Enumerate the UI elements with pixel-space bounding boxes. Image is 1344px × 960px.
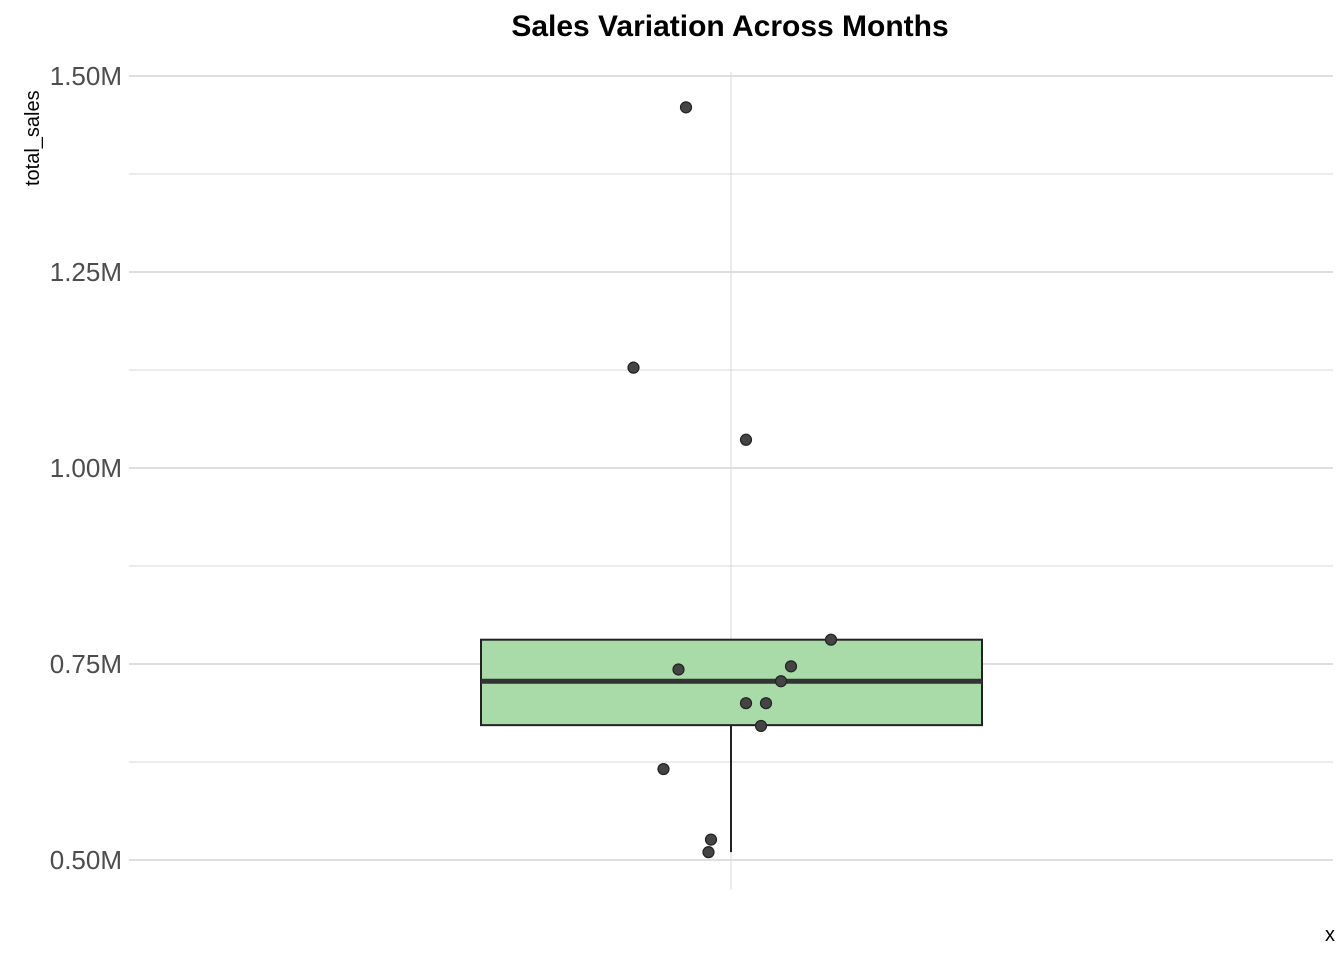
- data-point: [739, 433, 753, 446]
- y-tick-label: 0.75M: [50, 649, 122, 679]
- data-point: [774, 675, 788, 688]
- x-axis-label: x: [1325, 924, 1335, 946]
- data-point: [739, 697, 753, 710]
- y-tick-label: 1.50M: [50, 61, 122, 91]
- y-tick-label: 1.25M: [50, 257, 122, 287]
- y-tick-label: 1.00M: [50, 453, 122, 483]
- y-tick-label: 0.50M: [50, 845, 122, 875]
- chart-title: Sales Variation Across Months: [511, 10, 949, 43]
- data-point: [627, 361, 640, 374]
- data-point: [672, 663, 685, 676]
- data-point: [759, 697, 773, 710]
- data-point: [824, 633, 838, 646]
- data-point: [704, 833, 718, 846]
- data-point: [702, 846, 715, 859]
- data-point: [754, 719, 768, 733]
- data-point: [679, 101, 693, 114]
- data-point: [657, 762, 670, 776]
- data-point: [784, 660, 798, 673]
